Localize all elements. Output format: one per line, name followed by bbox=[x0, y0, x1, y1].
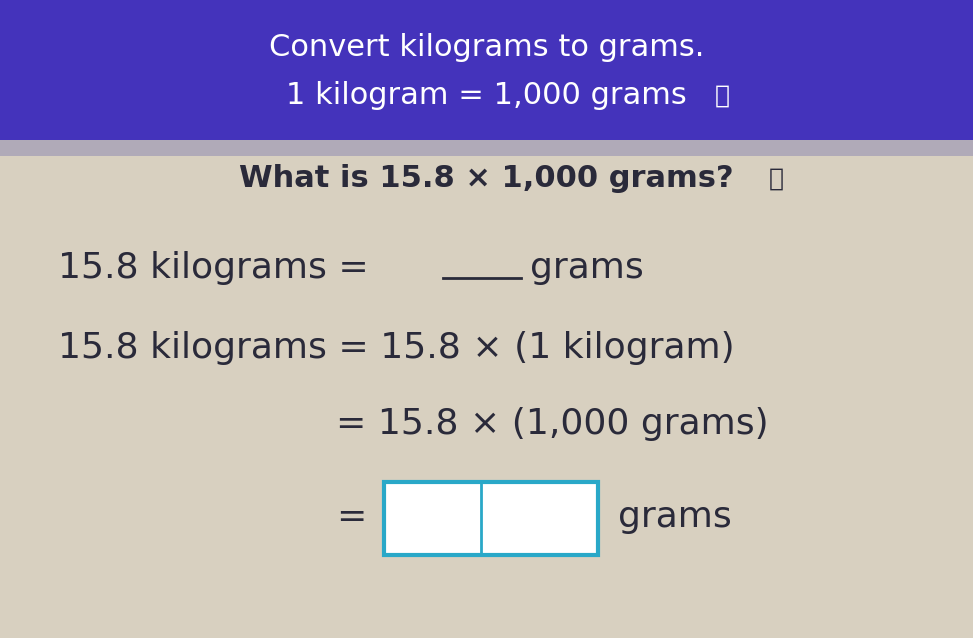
Text: = 15.8 × (1,000 grams): = 15.8 × (1,000 grams) bbox=[336, 407, 769, 441]
Text: grams: grams bbox=[530, 251, 644, 285]
Text: What is 15.8 × 1,000 grams?: What is 15.8 × 1,000 grams? bbox=[239, 164, 734, 193]
Text: 15.8 kilograms =: 15.8 kilograms = bbox=[58, 251, 380, 285]
Text: 🔊: 🔊 bbox=[769, 167, 783, 191]
Text: 1 kilogram = 1,000 grams: 1 kilogram = 1,000 grams bbox=[286, 81, 687, 110]
Text: Convert kilograms to grams.: Convert kilograms to grams. bbox=[269, 33, 704, 63]
Text: 15.8 kilograms = 15.8 × (1 kilogram): 15.8 kilograms = 15.8 × (1 kilogram) bbox=[58, 330, 735, 365]
Text: =: = bbox=[336, 500, 366, 534]
FancyBboxPatch shape bbox=[0, 140, 973, 156]
FancyBboxPatch shape bbox=[384, 482, 598, 555]
Text: 🔊: 🔊 bbox=[715, 84, 730, 108]
FancyBboxPatch shape bbox=[0, 0, 973, 140]
Text: grams: grams bbox=[618, 500, 732, 534]
